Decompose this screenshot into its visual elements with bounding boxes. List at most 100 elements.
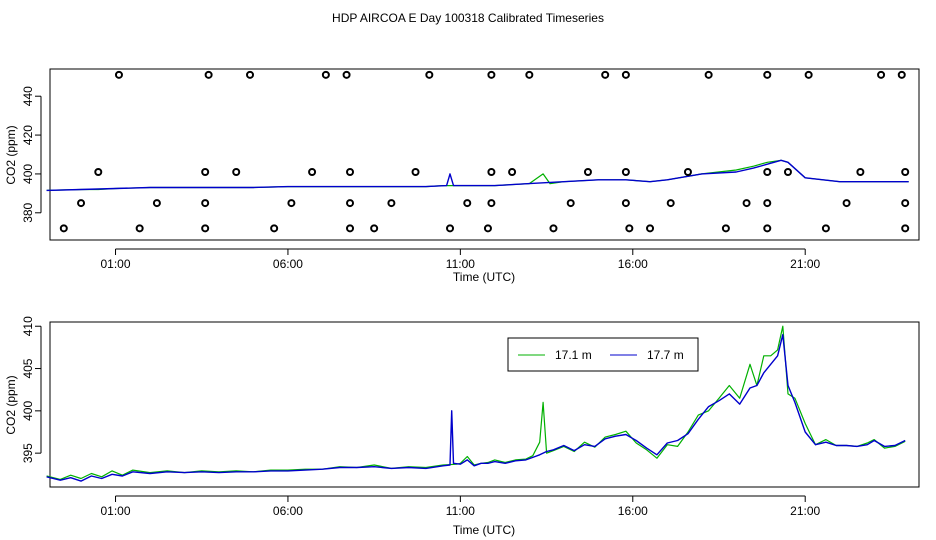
legend: 17.1 m 17.7 m (507, 337, 699, 372)
calibration-point (463, 199, 472, 208)
calibration-point (621, 199, 630, 208)
top-x-axis: 01:00 06:00 11:00 16:00 21:00 (101, 248, 821, 271)
y-tick-label: 395 (21, 443, 35, 463)
calibration-point (763, 167, 772, 176)
calibration-point (842, 199, 851, 208)
calibration-point (549, 224, 558, 233)
calibration-point (487, 167, 496, 176)
calibration-point (246, 70, 255, 79)
calibration-point (308, 167, 317, 176)
bottom-plot-frame (49, 321, 920, 488)
calibration-point (483, 224, 492, 233)
calibration-point (232, 167, 241, 176)
x-tick-label: 06:00 (273, 257, 303, 271)
top-y-axis-label: CO2 (ppm) (4, 125, 18, 184)
calibration-point (783, 167, 792, 176)
calibration-point (901, 224, 910, 233)
calibration-point (763, 70, 772, 79)
top-calibration-points (59, 70, 910, 233)
calibration-point (583, 167, 592, 176)
x-tick-label: 01:00 (101, 504, 131, 518)
series-line-17-1m (46, 325, 906, 480)
bottom-panel: 01:00 06:00 11:00 16:00 21:00 395 400 405 410 T… (4, 316, 920, 537)
y-tick-label: 440 (21, 86, 35, 106)
calibration-point (821, 224, 830, 233)
figure-title: HDP AIRCOA E Day 100318 Calibrated Times… (332, 11, 604, 25)
calibration-point (897, 70, 906, 79)
calibration-point (901, 199, 910, 208)
calibration-point (321, 70, 330, 79)
calibration-point (346, 167, 355, 176)
calibration-point (763, 224, 772, 233)
calibration-point (804, 70, 813, 79)
y-tick-label: 410 (21, 316, 35, 336)
calibration-point (77, 199, 86, 208)
top-x-axis-label: Time (UTC) (453, 270, 515, 284)
calibration-point (901, 167, 910, 176)
calibration-point (487, 199, 496, 208)
calibration-point (114, 70, 123, 79)
series-line-17-7m (46, 334, 906, 482)
calibration-point (94, 167, 103, 176)
x-tick-label: 11:00 (446, 504, 475, 518)
calibration-point (704, 70, 713, 79)
y-tick-label: 420 (21, 125, 35, 145)
calibration-point (152, 199, 161, 208)
top-panel: 01:00 06:00 11:00 16:00 21:00 380 400 420 440 T… (4, 68, 920, 284)
x-tick-label: 21:00 (790, 504, 820, 518)
bottom-y-axis-label: CO2 (ppm) (4, 375, 18, 434)
x-tick-label: 21:00 (790, 257, 820, 271)
calibration-point (287, 199, 296, 208)
legend-label-17-7m: 17.7 m (647, 348, 684, 362)
calibration-point (446, 224, 455, 233)
calibration-point (201, 199, 210, 208)
calibration-point (625, 224, 634, 233)
calibration-point (856, 167, 865, 176)
calibration-point (742, 199, 751, 208)
bottom-x-axis-label: Time (UTC) (453, 523, 515, 537)
calibration-point (135, 224, 144, 233)
y-tick-label: 380 (21, 202, 35, 222)
calibration-point (646, 224, 655, 233)
calibration-point (387, 199, 396, 208)
calibration-point (877, 70, 886, 79)
calibration-point (621, 70, 630, 79)
bottom-y-axis: 395 400 405 410 (21, 316, 42, 463)
y-tick-label: 400 (21, 164, 35, 184)
calibration-point (666, 199, 675, 208)
bottom-x-axis: 01:00 06:00 11:00 16:00 21:00 (101, 495, 821, 518)
top-y-axis: 380 400 420 440 (21, 86, 42, 223)
calibration-point (201, 167, 210, 176)
calibration-point (270, 224, 279, 233)
top-series-group (46, 159, 909, 192)
x-tick-label: 01:00 (101, 257, 131, 271)
calibration-point (566, 199, 575, 208)
calibration-point (346, 199, 355, 208)
calibration-point (525, 70, 534, 79)
x-tick-label: 16:00 (618, 504, 648, 518)
legend-label-17-1m: 17.1 m (555, 348, 592, 362)
calibration-point (487, 70, 496, 79)
bottom-series-group (46, 325, 906, 482)
calibration-point (721, 224, 730, 233)
top-plot-frame (49, 68, 920, 241)
x-tick-label: 06:00 (273, 504, 303, 518)
calibration-point (201, 224, 210, 233)
calibration-point (411, 167, 420, 176)
calibration-point (601, 70, 610, 79)
calibration-point (508, 167, 517, 176)
series-line-17-7m (46, 159, 909, 192)
calibration-point (425, 70, 434, 79)
calibration-point (621, 167, 630, 176)
x-tick-label: 16:00 (618, 257, 648, 271)
calibration-point (370, 224, 379, 233)
y-tick-label: 405 (21, 358, 35, 378)
calibration-point (346, 224, 355, 233)
calibration-point (204, 70, 213, 79)
calibration-point (763, 199, 772, 208)
calibration-point (342, 70, 351, 79)
x-tick-label: 11:00 (446, 257, 475, 271)
calibration-point (683, 167, 692, 176)
y-tick-label: 400 (21, 401, 35, 421)
